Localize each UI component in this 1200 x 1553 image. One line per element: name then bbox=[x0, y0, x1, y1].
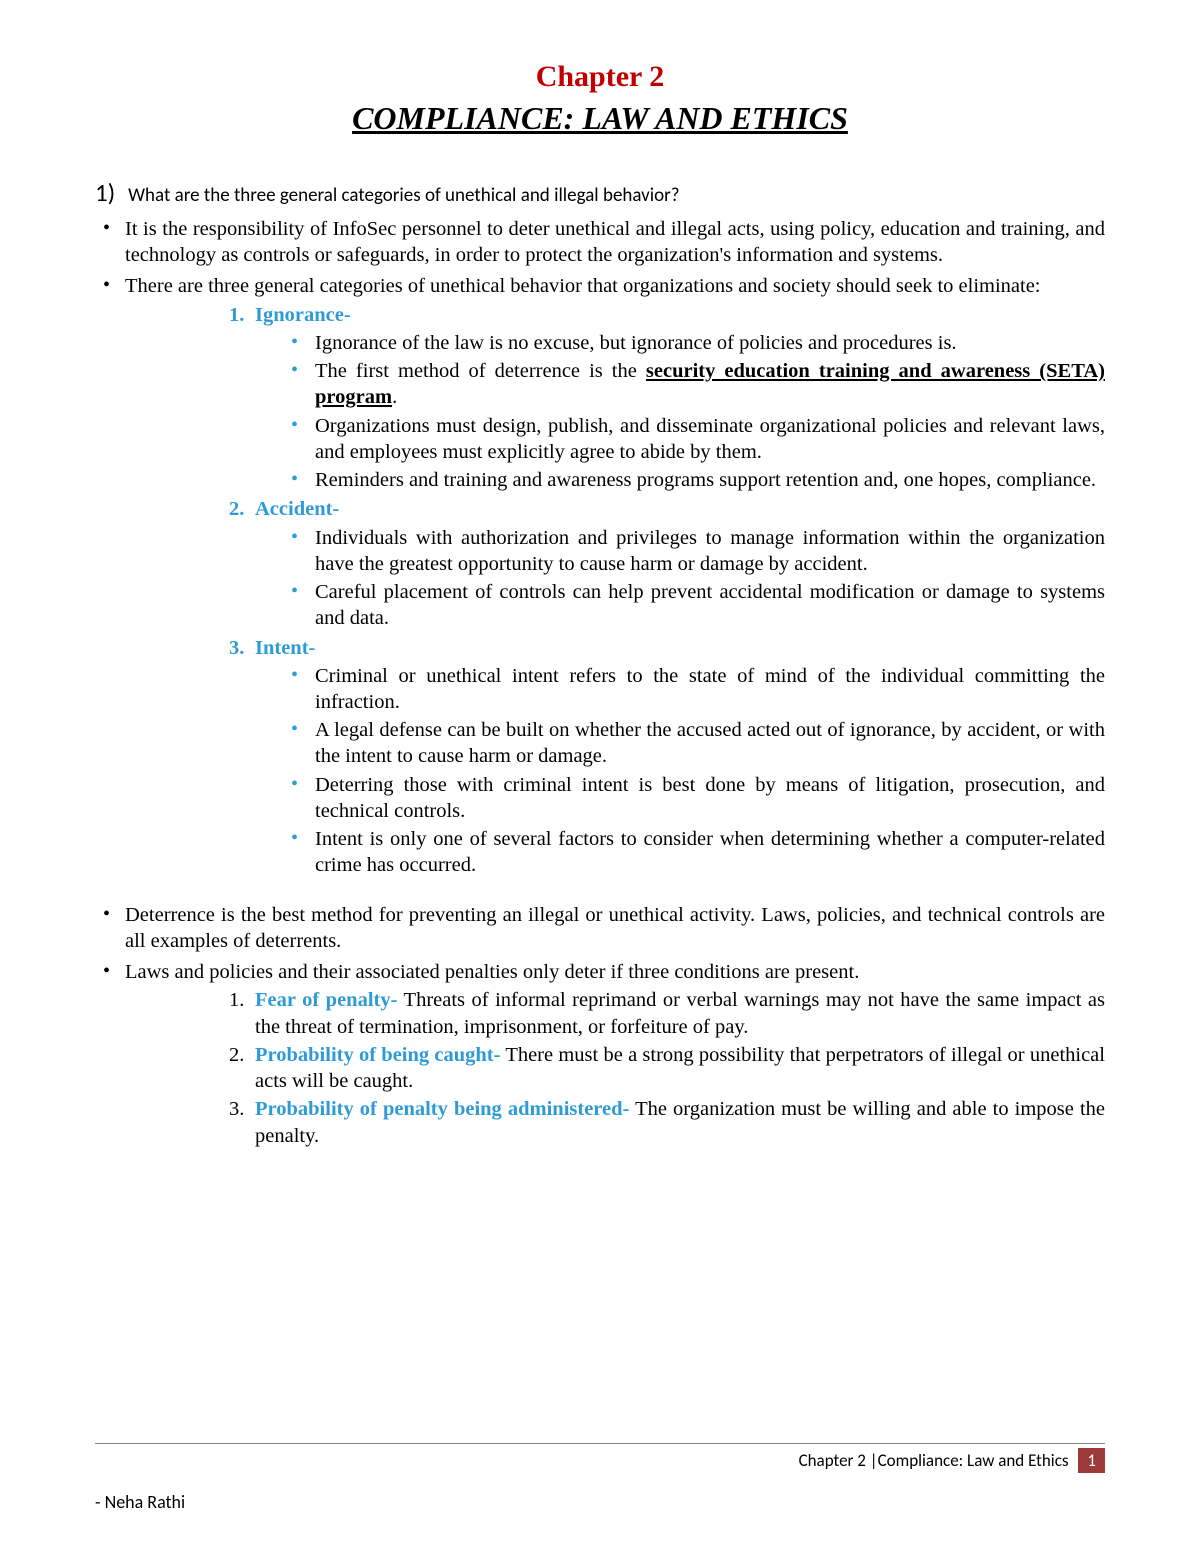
deterrence-bullet: Deterrence is the best method for preven… bbox=[95, 902, 1105, 954]
condition-number: 1. bbox=[229, 987, 244, 1013]
category-point: Criminal or unethical intent refers to t… bbox=[255, 663, 1105, 715]
condition-number: 3. bbox=[229, 1096, 244, 1122]
category-number: 3. bbox=[229, 635, 244, 661]
intro-bullet: There are three general categories of un… bbox=[95, 273, 1105, 878]
category-point: A legal defense can be built on whether … bbox=[255, 717, 1105, 769]
deterrence-bullet: Laws and policies and their associated p… bbox=[95, 959, 1105, 1149]
category-number: 1. bbox=[229, 302, 244, 328]
point-text: . bbox=[392, 386, 397, 408]
category-points: Individuals with authorization and privi… bbox=[255, 525, 1105, 632]
condition-item: 2.Probability of being caught- There mus… bbox=[125, 1042, 1105, 1094]
footer-text: Chapter 2 |Compliance: Law and Ethics bbox=[799, 1450, 1069, 1471]
intro-bullet-text: There are three general categories of un… bbox=[125, 275, 1041, 297]
page-footer: Chapter 2 |Compliance: Law and Ethics 1 bbox=[95, 1443, 1105, 1473]
page-number: 1 bbox=[1078, 1448, 1105, 1473]
footer-right: Chapter 2 |Compliance: Law and Ethics 1 bbox=[799, 1448, 1105, 1473]
category-list: 1. Ignorance- Ignorance of the law is no e… bbox=[125, 302, 1105, 879]
chapter-title: COMPLIANCE: LAW AND ETHICS bbox=[95, 100, 1105, 137]
category-points: Ignorance of the law is no excuse, but i… bbox=[255, 330, 1105, 493]
deterrence-bullet-text: Laws and policies and their associated p… bbox=[125, 961, 859, 983]
category-point: The first method of deterrence is the se… bbox=[255, 358, 1105, 410]
condition-item: 3. Probability of penalty being administe… bbox=[125, 1096, 1105, 1148]
author-name: - Neha Rathi bbox=[95, 1491, 185, 1513]
category-item: 3. Intent- Criminal or unethical intent re… bbox=[125, 635, 1105, 879]
category-point: Organizations must design, publish, and … bbox=[255, 413, 1105, 465]
intro-bullet-list: It is the responsibility of InfoSec pers… bbox=[95, 216, 1105, 879]
condition-term: Probability of penalty being administere… bbox=[255, 1098, 629, 1120]
category-title: Accident- bbox=[255, 498, 339, 520]
deterrence-bullet-list: Deterrence is the best method for preven… bbox=[95, 902, 1105, 1149]
category-point: Careful placement of controls can help p… bbox=[255, 579, 1105, 631]
category-points: Criminal or unethical intent refers to t… bbox=[255, 663, 1105, 879]
category-point: Intent is only one of several factors to… bbox=[255, 826, 1105, 878]
condition-term: Probability of being caught- bbox=[255, 1044, 500, 1066]
chapter-number: Chapter 2 bbox=[95, 60, 1105, 94]
category-point: Deterring those with criminal intent is … bbox=[255, 772, 1105, 824]
category-item: 1. Ignorance- Ignorance of the law is no e… bbox=[125, 302, 1105, 494]
question-line: 1) What are the three general categories… bbox=[95, 177, 1105, 208]
conditions-list: 1.Fear of penalty- Threats of informal r… bbox=[125, 987, 1105, 1148]
category-title: Intent- bbox=[255, 637, 315, 659]
question-number: 1) bbox=[95, 177, 115, 208]
category-title: Ignorance- bbox=[255, 304, 351, 326]
point-text: The first method of deterrence is the bbox=[315, 360, 646, 382]
question-text: What are the three general categories of… bbox=[128, 184, 679, 207]
category-item: 2. Accident- Individuals with authorizatio… bbox=[125, 496, 1105, 631]
condition-item: 1.Fear of penalty- Threats of informal r… bbox=[125, 987, 1105, 1039]
category-point: Individuals with authorization and privi… bbox=[255, 525, 1105, 577]
category-point: Ignorance of the law is no excuse, but i… bbox=[255, 330, 1105, 356]
intro-bullet: It is the responsibility of InfoSec pers… bbox=[95, 216, 1105, 268]
condition-term: Fear of penalty- bbox=[255, 989, 397, 1011]
category-number: 2. bbox=[229, 496, 244, 522]
condition-number: 2. bbox=[229, 1042, 244, 1068]
category-point: Reminders and training and awareness pro… bbox=[255, 467, 1105, 493]
